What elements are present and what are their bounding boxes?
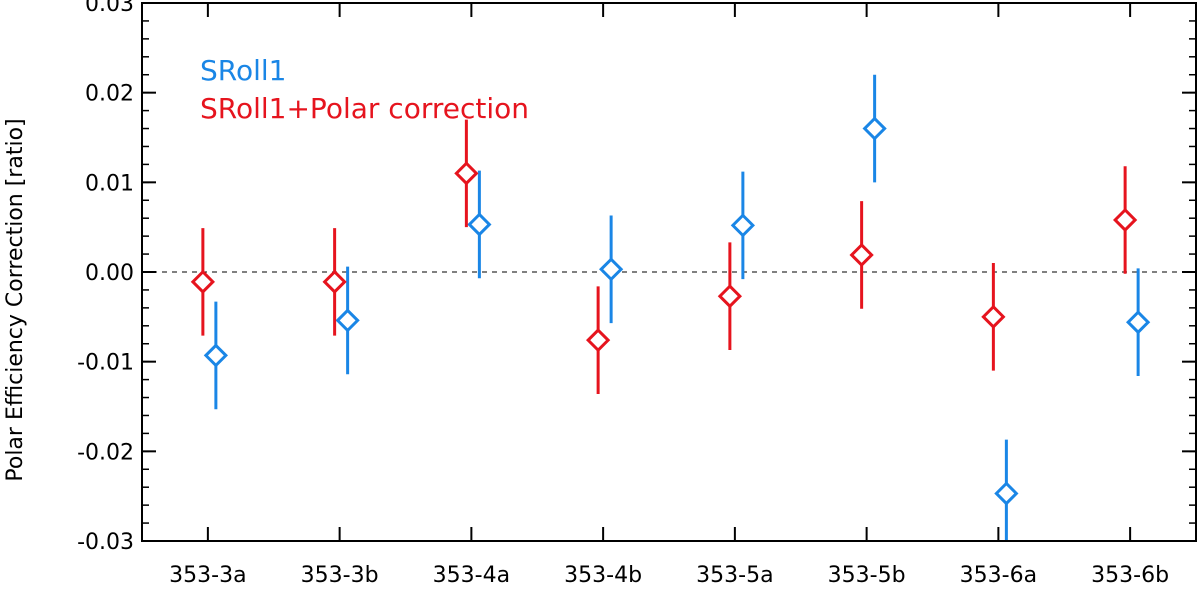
data-point <box>203 343 228 368</box>
legend-entry-sroll1: SRoll1 <box>200 54 286 87</box>
plot-frame <box>141 2 1197 542</box>
x-tick-label: 353-3a <box>169 563 246 588</box>
data-point <box>862 116 887 141</box>
data-point <box>717 284 742 309</box>
x-tick-label: 353-5b <box>828 563 906 588</box>
x-tick-label: 353-4b <box>564 563 642 588</box>
legend-entry-sroll1-polar-correction: SRoll1+Polar correction <box>200 92 529 125</box>
legend: SRoll1 SRoll1+Polar correction <box>200 54 529 125</box>
y-tick-label: -0.01 <box>77 351 134 376</box>
y-tick-label: 0.00 <box>85 261 134 286</box>
data-point <box>849 242 874 268</box>
y-tick-label: 0.03 <box>85 0 134 17</box>
data-point <box>467 212 492 237</box>
y-tick-label: 0.01 <box>85 171 134 196</box>
data-points <box>190 74 1151 541</box>
data-point <box>322 269 347 294</box>
x-tick-label: 353-6a <box>960 563 1037 588</box>
x-tick-label: 353-5a <box>696 563 773 588</box>
x-tick-label: 353-6b <box>1091 563 1169 588</box>
x-tick-label: 353-3b <box>301 563 379 588</box>
data-point <box>335 308 360 333</box>
data-point <box>586 328 611 353</box>
data-point <box>1126 310 1151 335</box>
data-point <box>599 257 624 282</box>
data-point <box>454 161 479 186</box>
data-point <box>981 304 1006 329</box>
plot-area: 0.03 0.02 0.01 0.00 -0.01 -0.02 -0.03 353-3a 353… <box>77 0 1197 588</box>
y-tick-label: -0.02 <box>77 440 134 465</box>
data-point <box>994 481 1019 506</box>
data-point <box>730 213 755 238</box>
y-tick-label: -0.03 <box>77 530 134 555</box>
data-point <box>1113 207 1138 233</box>
y-tick-label: 0.02 <box>85 82 134 107</box>
y-axis-label: Polar Efficiency Correction [ratio] <box>3 118 28 481</box>
x-tick-label: 353-4a <box>433 563 510 588</box>
data-point <box>190 269 215 294</box>
